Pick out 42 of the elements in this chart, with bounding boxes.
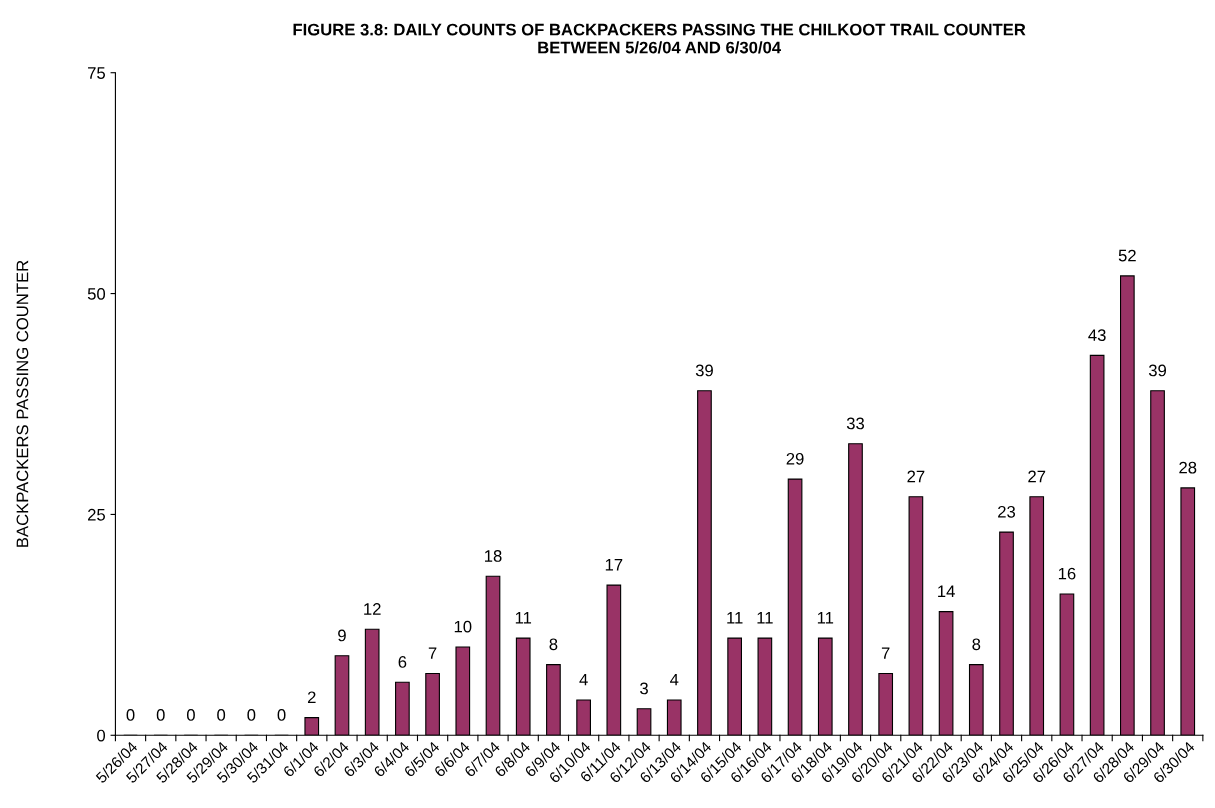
data-label: 7 — [881, 647, 890, 659]
data-label: 0 — [126, 709, 135, 721]
data-label: 14 — [938, 585, 955, 598]
data-label: 0 — [156, 709, 165, 721]
data-label: 2 — [307, 691, 316, 704]
data-label: 4 — [669, 673, 679, 686]
data-label: 0 — [217, 709, 226, 721]
data-label: 39 — [1148, 364, 1167, 377]
data-label: 11 — [817, 612, 834, 624]
data-label: 0 — [186, 709, 195, 721]
data-label: 29 — [786, 452, 804, 465]
data-label: 12 — [364, 603, 381, 615]
data-label: 3 — [640, 682, 648, 695]
data-label: 52 — [1118, 249, 1136, 262]
y-axis-title: BACKPACKERS PASSING COUNTER — [16, 260, 29, 547]
data-label: 4 — [579, 673, 588, 686]
data-label: 10 — [454, 620, 472, 633]
data-label: 0 — [277, 709, 286, 721]
data-label: 11 — [757, 612, 773, 624]
y-tick-label: 75 — [88, 67, 106, 79]
data-label: 23 — [998, 505, 1016, 518]
data-label: 27 — [907, 470, 925, 483]
data-label: 33 — [846, 417, 865, 430]
data-label: 8 — [549, 638, 558, 651]
data-label: 11 — [727, 612, 743, 624]
data-label: 43 — [1088, 329, 1106, 342]
data-label: 18 — [485, 550, 502, 562]
data-label: 8 — [972, 638, 981, 651]
data-label: 9 — [338, 629, 346, 642]
data-label: 16 — [1058, 567, 1076, 580]
data-label: 6 — [398, 656, 407, 668]
data-label: 28 — [1179, 461, 1197, 474]
data-label: 7 — [428, 647, 437, 659]
data-label: 27 — [1028, 470, 1046, 483]
y-tick-label: 0 — [97, 729, 106, 742]
data-label: 0 — [247, 709, 256, 721]
data-label: 39 — [695, 364, 713, 377]
y-tick-label: 25 — [88, 508, 106, 521]
y-tick-label: 50 — [87, 287, 106, 300]
data-label: 17 — [605, 559, 623, 571]
data-label: 11 — [515, 612, 532, 624]
chart-title: FIGURE 3.8: DAILY COUNTS OF BACKPACKERS PASSING THE CHILKOOT TRAIL COUNTER BETWEEN 5/26/04 AND 6/30/04 — [293, 23, 1026, 54]
